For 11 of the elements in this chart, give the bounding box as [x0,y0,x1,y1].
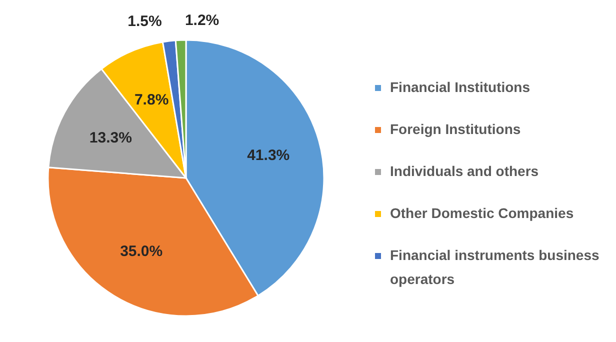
data-label: 35.0% [120,242,163,260]
legend-label: Individuals and others [390,163,539,179]
data-label: 13.3% [89,129,132,146]
data-label: 41.3% [247,146,290,164]
legend-label: Foreign Institutions [390,121,521,137]
legend-label: Financial instruments business operators [390,247,600,287]
data-label: 1.2% [184,12,220,30]
data-label: 1.5% [128,13,162,30]
data-label: 7.8% [134,92,169,109]
legend-label: Other Domestic Companies [390,205,574,221]
legend-label: Financial Institutions [390,79,530,95]
